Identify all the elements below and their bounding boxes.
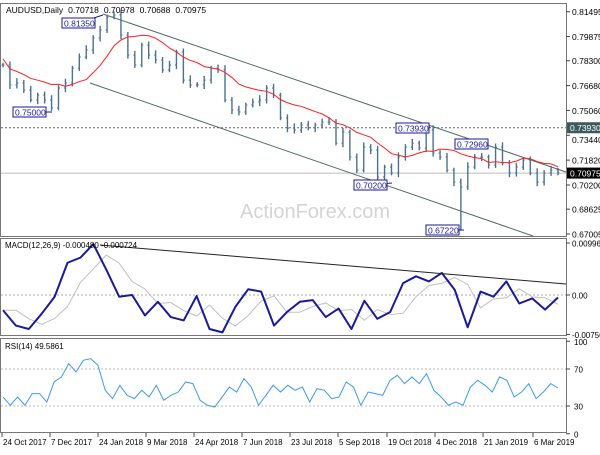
date-axis-label: 7 Jun 2018 bbox=[243, 438, 283, 447]
date-axis-label: 23 Jul 2018 bbox=[291, 438, 333, 447]
macd-title: MACD(12,26,9) -0.000480 -0.000724 bbox=[5, 241, 138, 250]
annotation-label: 0.72960 bbox=[457, 140, 488, 150]
rsi-axis-label: 70 bbox=[574, 366, 583, 375]
date-axis-label: 4 Dec 2018 bbox=[436, 438, 477, 447]
channel-upper-line bbox=[102, 13, 567, 173]
date-axis-label: 6 Mar 2019 bbox=[534, 438, 575, 447]
date-axis-label: 24 Jan 2018 bbox=[99, 438, 144, 447]
annotation-box bbox=[12, 106, 47, 118]
annotation-label: 0.73930 bbox=[398, 124, 429, 134]
rsi-axis-label: 0 bbox=[574, 430, 579, 439]
annotation-box bbox=[395, 122, 430, 134]
date-axis-label: 24 Apr 2018 bbox=[195, 438, 239, 447]
rsi-axis-label: 30 bbox=[574, 403, 583, 412]
annotation-label: 0.81350 bbox=[64, 19, 95, 29]
price-axis-label: 0.67005 bbox=[572, 229, 600, 239]
ohlc-readout-value: 0.70688 bbox=[140, 5, 171, 15]
price-axis-label: 0.73440 bbox=[572, 135, 600, 145]
macd-axis-label: 0.009964 bbox=[572, 239, 600, 248]
macd-axis-label: -0.00756 bbox=[572, 331, 600, 340]
macd-trendline bbox=[99, 244, 567, 285]
ohlc-readout-value: 0.70718 bbox=[68, 5, 99, 15]
annotation-box bbox=[425, 224, 460, 236]
date-axis-label: 24 Oct 2017 bbox=[3, 438, 47, 447]
price-axis-label: 0.71820 bbox=[572, 156, 600, 166]
price-axis-label: 0.78300 bbox=[572, 56, 600, 66]
annotation-box bbox=[353, 179, 388, 191]
ohlc-readout-value: 0.70978 bbox=[104, 5, 135, 15]
macd-line bbox=[2, 243, 559, 334]
annotation-box bbox=[454, 138, 489, 150]
price-axis-label: 0.68625 bbox=[572, 205, 600, 215]
date-axis-label: 21 Jan 2019 bbox=[484, 438, 529, 447]
annotation-label: 0.70200 bbox=[356, 181, 387, 191]
annotation-box bbox=[61, 17, 96, 29]
price-axis-label: 0.81495 bbox=[572, 7, 600, 17]
price-axis-label: 0.75060 bbox=[572, 106, 600, 116]
chart-header: AUDUSD,Daily 0.70718 0.70978 0.70688 0.70975 bbox=[6, 5, 206, 15]
macd-axis-label: 0.00 bbox=[572, 292, 588, 301]
macd-panel bbox=[0, 238, 567, 336]
rsi-axis-label: 100 bbox=[574, 338, 588, 347]
annotation-label: 0.75000 bbox=[15, 108, 46, 118]
price-axis-label: 0.76680 bbox=[572, 81, 600, 91]
channel-lower-line bbox=[89, 82, 534, 237]
date-axis-label: 19 Oct 2018 bbox=[388, 438, 432, 447]
level-price-tag bbox=[567, 122, 600, 134]
level-price-label: 0.73930 bbox=[570, 123, 600, 133]
annotation-label: 0.67220 bbox=[428, 226, 459, 236]
current-price-tag bbox=[567, 167, 600, 179]
current-price-label: 0.70975 bbox=[570, 169, 600, 179]
rsi-panel bbox=[0, 338, 567, 433]
date-axis-label: 5 Sep 2018 bbox=[339, 438, 380, 447]
rsi-line bbox=[2, 358, 559, 408]
price-axis-label: 0.70200 bbox=[572, 181, 600, 191]
chart-title: AUDUSD,Daily bbox=[6, 5, 64, 15]
moving-average-line bbox=[2, 34, 559, 168]
price-panel bbox=[0, 3, 567, 237]
macd-signal-line bbox=[3, 254, 559, 327]
price-axis-label: 0.79875 bbox=[572, 32, 600, 42]
rsi-title: RSI(14) 49.5861 bbox=[5, 342, 64, 351]
date-axis-label: 7 Dec 2017 bbox=[51, 438, 92, 447]
ohlc-readout-value: 0.70975 bbox=[175, 5, 206, 15]
watermark: ActionForex.com bbox=[240, 201, 390, 223]
date-axis-label: 9 Mar 2018 bbox=[147, 438, 188, 447]
